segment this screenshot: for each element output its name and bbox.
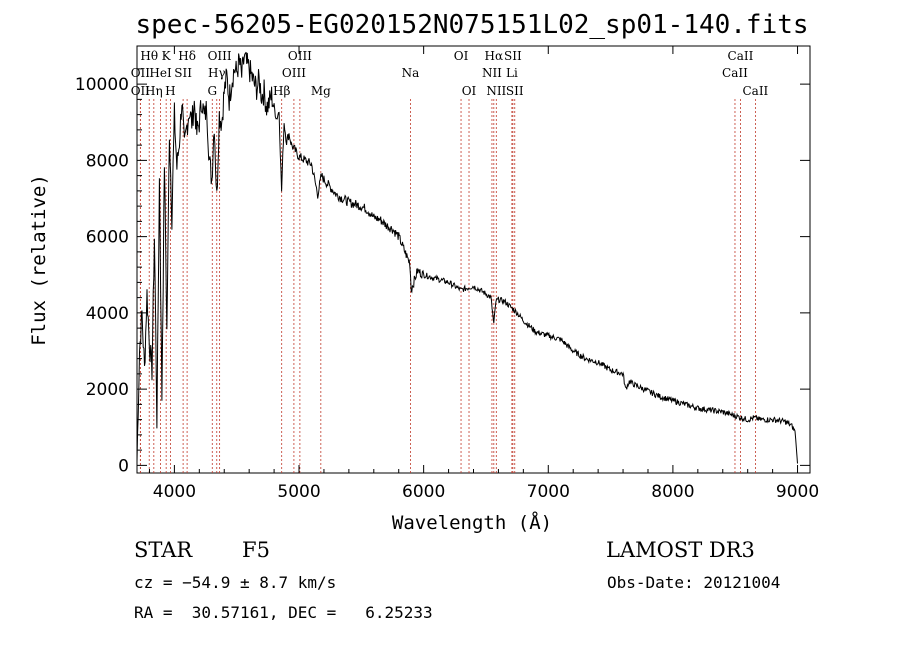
x-tick-label: 5000 [277, 482, 320, 502]
x-axis-ticks: 4000 5000 6000 7000 8000 9000 [148, 46, 819, 502]
line-label: CaII [728, 49, 754, 63]
emission-lines: OII OII Hθ Hη HeI K H SII Hδ G OIII Hγ Hβ OIII OIII Mg N… [131, 49, 769, 473]
line-label: OII [131, 84, 151, 98]
y-axis-ticks: 0 2000 4000 6000 8000 10000 [75, 68, 810, 476]
x-tick-label: 7000 [527, 482, 570, 502]
line-label: Na [402, 66, 420, 80]
survey-name: LAMOST DR3 [606, 538, 755, 562]
line-label: Hβ [273, 84, 290, 98]
ra-dec-value: RA = 30.57161, DEC = 6.25233 [134, 603, 433, 622]
y-tick-label: 2000 [86, 380, 129, 400]
line-label: Hα [485, 49, 504, 63]
line-label: CaII [722, 66, 748, 80]
x-tick-label: 8000 [651, 482, 694, 502]
line-label: Mg [311, 84, 331, 98]
line-label: SII [506, 84, 524, 98]
object-subclass: F5 [242, 538, 270, 562]
series-layer [136, 51, 798, 464]
y-tick-label: 4000 [86, 304, 129, 324]
line-label: Hη [145, 84, 163, 98]
line-label: OI [454, 49, 469, 63]
line-label: Hθ [140, 49, 158, 63]
line-label: Hδ [178, 49, 196, 63]
line-label: OII [131, 66, 151, 80]
line-label: SII [174, 66, 192, 80]
line-label: OIII [288, 49, 312, 63]
line-label: HeI [149, 66, 172, 80]
y-tick-label: 8000 [86, 151, 129, 171]
line-label: K [162, 49, 172, 63]
x-axis-label: Wavelength (Å) [392, 511, 552, 534]
line-label: G [207, 84, 217, 98]
line-label: SII [504, 49, 522, 63]
line-label: H [165, 84, 175, 98]
y-tick-label: 6000 [86, 228, 129, 248]
line-label: OIII [208, 49, 232, 63]
spectrum-line [136, 51, 798, 464]
line-label: OI [462, 84, 477, 98]
chart-title: spec-56205-EG020152N075151L02_sp01-140.f… [135, 10, 808, 40]
redshift-value: cz = −54.9 ± 8.7 km/s [134, 573, 337, 592]
x-tick-label: 6000 [402, 482, 445, 502]
y-tick-label: 0 [118, 456, 129, 476]
object-class: STAR [134, 538, 193, 562]
observation-date: Obs-Date: 20121004 [607, 573, 781, 592]
y-tick-label: 10000 [75, 75, 129, 95]
line-label: Hγ [208, 66, 226, 80]
line-label: NII [482, 66, 502, 80]
line-label: Li [506, 66, 518, 80]
y-axis-label: Flux (relative) [28, 174, 50, 346]
line-label: OIII [282, 66, 306, 80]
x-tick-label: 9000 [776, 482, 819, 502]
line-label: NII [486, 84, 506, 98]
x-tick-label: 4000 [153, 482, 196, 502]
line-label: CaII [742, 84, 768, 98]
